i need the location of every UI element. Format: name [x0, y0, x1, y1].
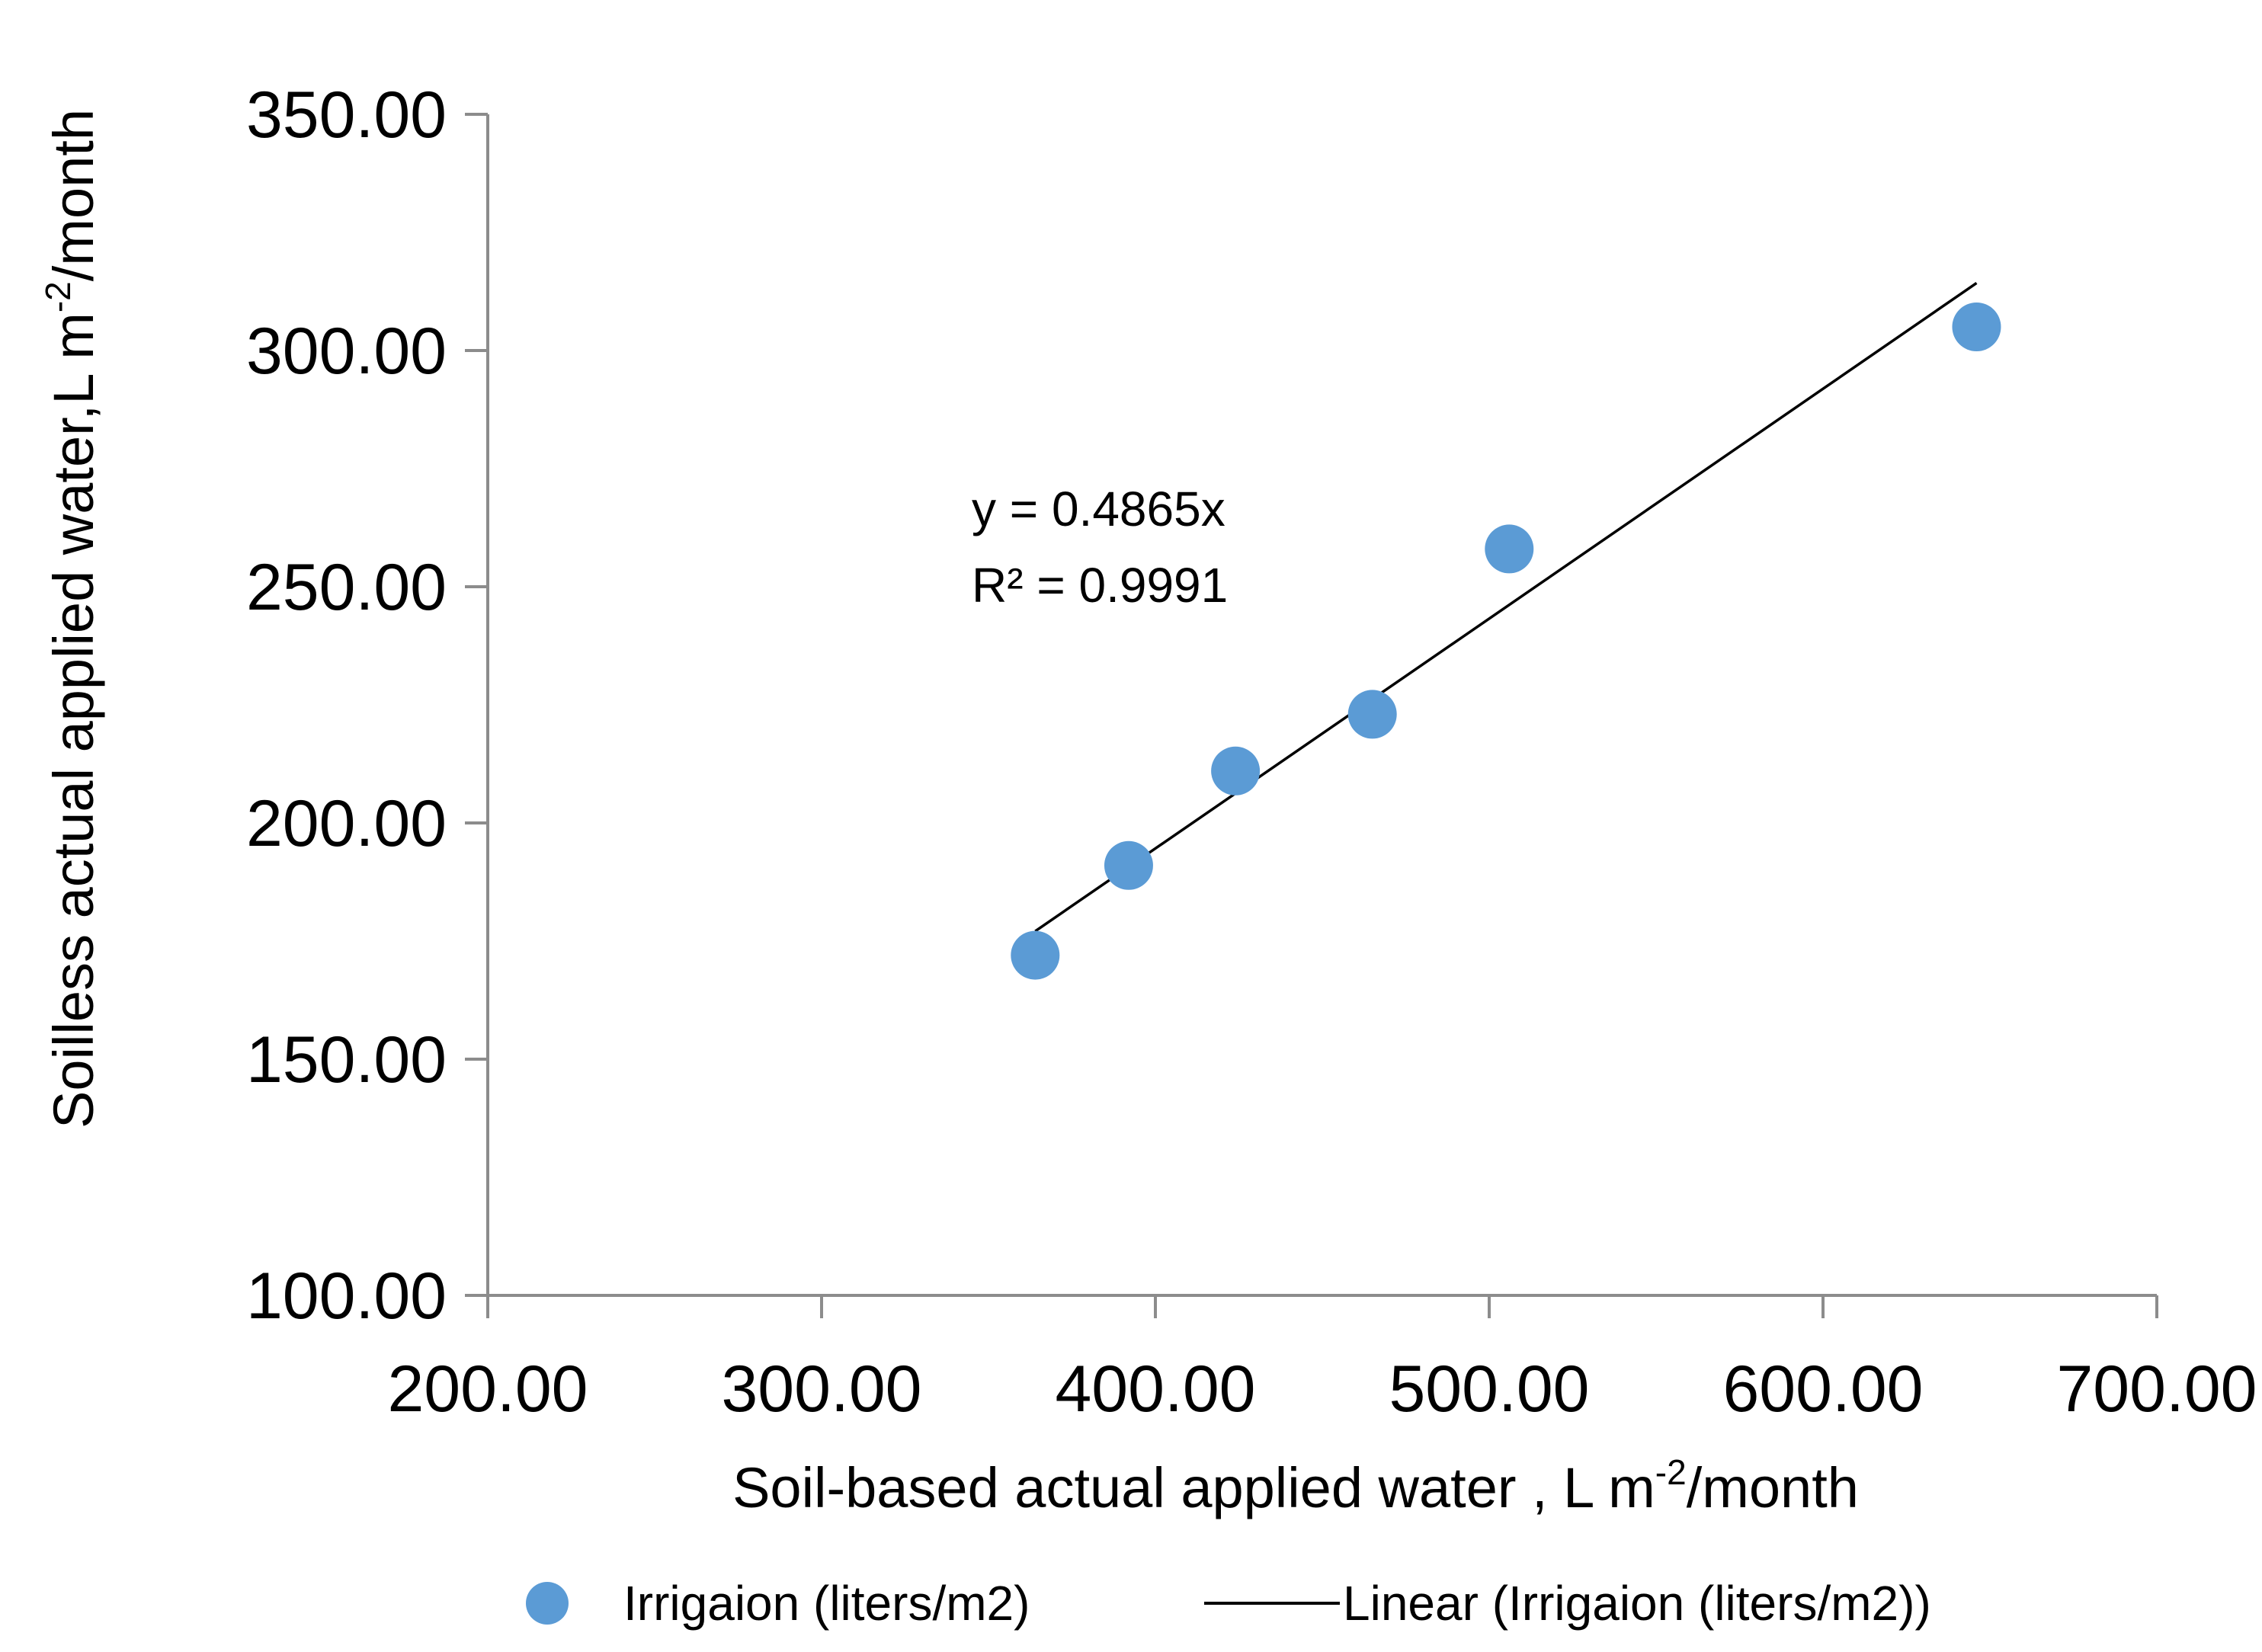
data-point: [1952, 303, 2001, 351]
y-axis-ticks: 100.00 150.00 200.00 250.00 300.00 350.00: [246, 78, 488, 1333]
y-tick-label: 300.00: [246, 315, 447, 388]
x-tick-label: 300.00: [721, 1353, 921, 1426]
legend-label-trendline: Linear (Irrigaion (liters/m2)): [1343, 1576, 1931, 1631]
y-tick-label: 150.00: [246, 1023, 447, 1097]
x-tick-label: 600.00: [1722, 1353, 1923, 1426]
y-tick-label: 350.00: [246, 78, 447, 152]
x-axis-title: Soil-based actual applied water , L m-2/…: [732, 1452, 1859, 1519]
data-point: [1011, 930, 1060, 980]
data-point: [1485, 524, 1534, 574]
x-tick-label: 700.00: [2056, 1353, 2257, 1426]
x-axis-ticks: 200.00 300.00 400.00 500.00 600.00 700.00: [387, 1295, 2257, 1426]
data-point: [1347, 690, 1397, 739]
y-tick-label: 100.00: [246, 1260, 447, 1333]
data-point: [1211, 746, 1261, 796]
x-tick-label: 500.00: [1389, 1353, 1589, 1426]
legend-label-scatter: Irrigaion (liters/m2): [623, 1576, 1030, 1631]
y-tick-label: 200.00: [246, 787, 447, 860]
data-point: [1104, 840, 1153, 890]
trendline-equation: y = 0.4865x: [972, 482, 1226, 536]
data-points: [1011, 303, 2001, 980]
x-tick-label: 200.00: [387, 1353, 588, 1426]
y-tick-label: 250.00: [246, 551, 447, 624]
r-squared-label: R² = 0.9991: [972, 558, 1228, 613]
legend: Irrigaion (liters/m2) Linear (Irrigaion …: [526, 1576, 1931, 1631]
y-axis-title: Soilless actual applied water,L m-2/mont…: [38, 109, 105, 1129]
legend-marker-scatter: [526, 1582, 569, 1625]
trendline: [1034, 282, 1978, 933]
x-tick-label: 400.00: [1055, 1353, 1255, 1426]
